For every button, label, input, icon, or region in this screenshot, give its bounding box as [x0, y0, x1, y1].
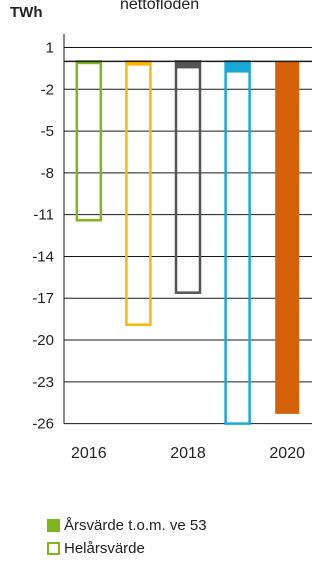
bar-arsvarde-2016 — [76, 61, 101, 65]
y-tick-label: -2 — [41, 81, 54, 98]
legend-label-hollow: Helårsvärde — [64, 540, 145, 557]
x-tick-label: 2016 — [71, 445, 107, 462]
bar-arsvarde-2018 — [176, 61, 200, 69]
bar-chart: 1 -2 -5 -8 -11 -14 -17 -20 -23 -26 2016 2018 2020 — [32, 34, 312, 462]
bar-arsvarde-2019 — [225, 61, 250, 73]
bar-helarsvarde-2016 — [75, 60, 103, 222]
legend-item-hollow: Helårsvärde — [47, 537, 207, 560]
legend-swatch-hollow — [47, 542, 60, 555]
y-tick-label: -11 — [33, 207, 54, 224]
bar-helarsvarde-2018 — [174, 60, 202, 294]
legend-swatch-filled — [47, 519, 60, 532]
legend: Årsvärde t.o.m. ve 53 Helårsvärde — [47, 514, 207, 560]
y-unit-label: TWh — [10, 4, 43, 21]
y-tick-label: -14 — [32, 248, 54, 265]
bar-arsvarde-2020 — [275, 61, 300, 414]
y-tick-label: -26 — [32, 416, 54, 433]
y-tick-label: -8 — [41, 165, 54, 182]
x-tick-label: 2018 — [170, 445, 206, 462]
y-tick-label: -17 — [32, 290, 54, 307]
x-tick-label: 2020 — [269, 445, 305, 462]
chart-title: nettoflöden — [120, 0, 200, 13]
legend-item-filled: Årsvärde t.o.m. ve 53 — [47, 514, 207, 537]
bar-helarsvarde-2019 — [224, 60, 251, 425]
y-tick-label: -23 — [32, 374, 54, 391]
y-tick-label: -20 — [32, 332, 54, 349]
bar-helarsvarde-2017 — [125, 60, 152, 326]
legend-label-filled: Årsvärde t.o.m. ve 53 — [64, 517, 207, 534]
y-tick-label: -5 — [41, 123, 54, 140]
y-tick-label: 1 — [46, 40, 54, 57]
bar-arsvarde-2017 — [126, 61, 151, 66]
